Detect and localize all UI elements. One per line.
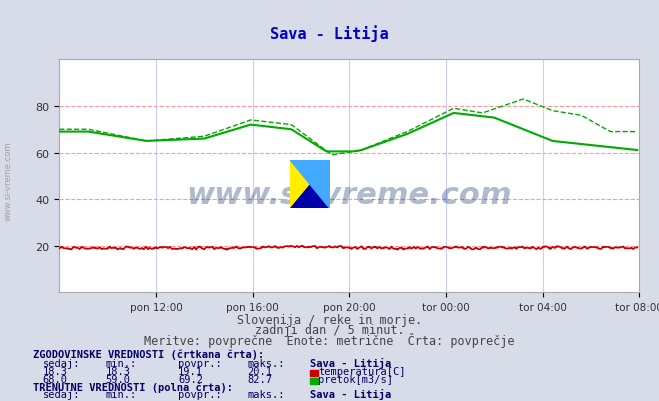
- Text: www.si-vreme.com: www.si-vreme.com: [3, 141, 13, 220]
- Text: TRENUTNE VREDNOSTI (polna črta):: TRENUTNE VREDNOSTI (polna črta):: [33, 381, 233, 392]
- Text: Sava - Litija: Sava - Litija: [310, 357, 391, 368]
- Text: 18.3: 18.3: [43, 366, 68, 376]
- Text: Sava - Litija: Sava - Litija: [310, 388, 391, 399]
- Text: povpr.:: povpr.:: [178, 389, 221, 399]
- Text: 82.7: 82.7: [247, 374, 272, 384]
- Text: maks.:: maks.:: [247, 389, 285, 399]
- Bar: [290, 160, 310, 209]
- Text: 59.0: 59.0: [105, 374, 130, 384]
- Text: min.:: min.:: [105, 389, 136, 399]
- Text: 69.2: 69.2: [178, 374, 203, 384]
- Text: 20.1: 20.1: [247, 366, 272, 376]
- Text: 19.1: 19.1: [178, 366, 203, 376]
- Text: sedaj:: sedaj:: [43, 389, 80, 399]
- Polygon shape: [290, 160, 330, 209]
- Text: pretok[m3/s]: pretok[m3/s]: [318, 374, 393, 384]
- Text: Slovenija / reke in morje.: Slovenija / reke in morje.: [237, 313, 422, 326]
- Bar: [310, 160, 330, 209]
- Text: 18.3: 18.3: [105, 366, 130, 376]
- Text: sedaj:: sedaj:: [43, 358, 80, 368]
- Polygon shape: [290, 160, 330, 209]
- Text: Sava - Litija: Sava - Litija: [270, 25, 389, 42]
- Text: povpr.:: povpr.:: [178, 358, 221, 368]
- Text: ZGODOVINSKE VREDNOSTI (črtkana črta):: ZGODOVINSKE VREDNOSTI (črtkana črta):: [33, 348, 264, 359]
- Text: www.si-vreme.com: www.si-vreme.com: [186, 180, 512, 209]
- Text: zadnji dan / 5 minut.: zadnji dan / 5 minut.: [254, 324, 405, 336]
- Text: min.:: min.:: [105, 358, 136, 368]
- Text: maks.:: maks.:: [247, 358, 285, 368]
- Text: Meritve: povprečne  Enote: metrične  Črta: povprečje: Meritve: povprečne Enote: metrične Črta:…: [144, 332, 515, 347]
- Text: 68.0: 68.0: [43, 374, 68, 384]
- Text: temperatura[C]: temperatura[C]: [318, 366, 406, 376]
